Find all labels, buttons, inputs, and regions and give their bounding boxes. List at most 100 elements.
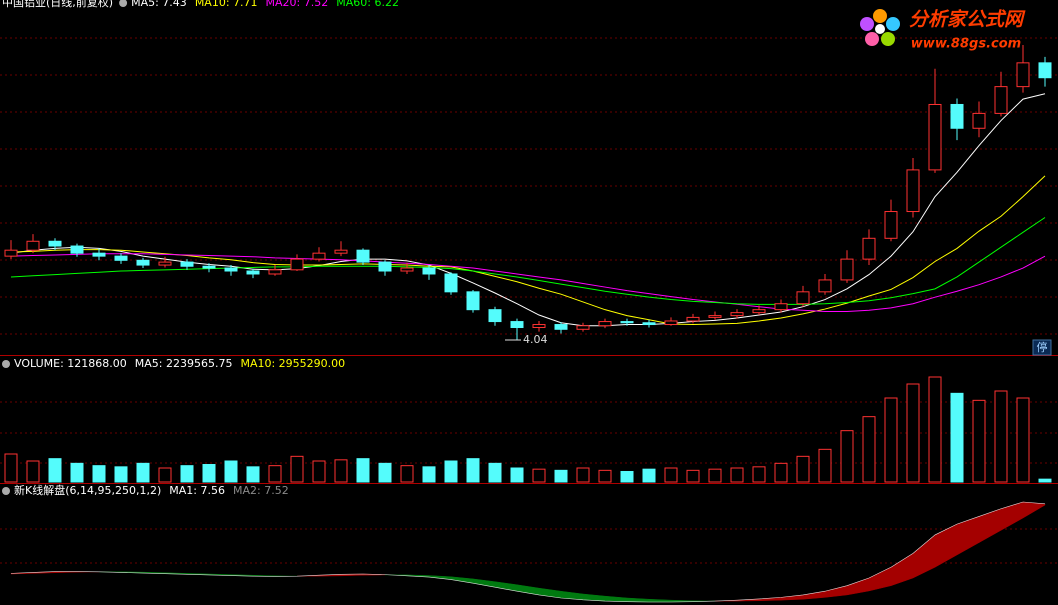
candle-body <box>1016 62 1030 88</box>
candle-body <box>246 270 260 275</box>
volume-bar <box>994 390 1008 483</box>
volume-bar <box>664 467 678 483</box>
logo-petal <box>886 17 900 31</box>
volume-bar <box>356 458 370 483</box>
candle-body <box>1038 62 1052 79</box>
volume-bar <box>224 460 238 483</box>
header-bg <box>0 0 420 9</box>
candle-body <box>818 279 832 293</box>
volume-bar <box>554 469 568 483</box>
candle-body <box>312 252 326 260</box>
candle-body <box>554 324 568 330</box>
indicator-label: MA10: 2955290.00 <box>240 357 345 370</box>
candle-body <box>356 249 370 263</box>
volume-bar <box>26 460 40 483</box>
volume-bar <box>642 468 656 483</box>
ma-line <box>10 253 1046 312</box>
candle-body <box>752 309 766 314</box>
watermark-url: www.88gs.com <box>911 37 1021 52</box>
watermark: 分析家公式网 www.88gs.com <box>860 9 1026 52</box>
candle-body <box>708 315 722 318</box>
settings-icon <box>2 360 10 368</box>
candle-body <box>334 249 348 254</box>
candle-body <box>400 267 414 272</box>
volume-bar <box>92 465 106 483</box>
volume-bar <box>48 458 62 483</box>
volume-bar <box>510 467 524 483</box>
indicator-label: MA5: 7.43 <box>131 0 187 9</box>
candle-body <box>576 325 590 330</box>
candle-body <box>224 267 238 272</box>
settings-icon <box>119 0 128 7</box>
candle-body <box>598 321 612 327</box>
volume-bar <box>334 459 348 483</box>
volume-bar <box>4 453 18 483</box>
candle-body <box>488 309 502 323</box>
volume-bar <box>796 455 810 483</box>
candle-body <box>510 321 524 329</box>
candle-body <box>268 269 282 275</box>
candle-body <box>994 86 1008 114</box>
candle-body <box>664 320 678 326</box>
indicator-label: MA5: 2239565.75 <box>135 357 233 370</box>
volume-bar <box>246 466 260 483</box>
candle-body <box>180 261 194 267</box>
candle-body <box>906 169 920 213</box>
candle-body <box>796 291 810 305</box>
candle-body <box>202 265 216 269</box>
volume-bar <box>884 397 898 483</box>
candle-body <box>92 252 106 257</box>
low-annotation: 4.04 <box>523 333 548 346</box>
indicator-label: MA1: 7.56 <box>169 484 225 497</box>
volume-bar <box>950 392 964 483</box>
candle-body <box>972 112 986 129</box>
logo-petal <box>873 9 887 23</box>
indicator-label: 新K线解盘(6,14,95,250,1,2) <box>14 483 161 497</box>
candle-body <box>290 258 304 271</box>
volume-bar <box>972 399 986 483</box>
stop-button-label[interactable]: 停 <box>1037 340 1048 354</box>
volume-bar <box>136 462 150 483</box>
indicator-line <box>10 501 1046 603</box>
pane-title: 中国铝业(日线,前复权) <box>2 0 113 9</box>
candle-body <box>686 316 700 322</box>
volume-bar <box>906 383 920 483</box>
volume-bar <box>422 466 436 483</box>
volume-bar <box>268 465 282 483</box>
candle-body <box>928 103 942 171</box>
volume-bar <box>598 469 612 483</box>
volume-bar <box>774 462 788 483</box>
candle-body <box>158 261 172 266</box>
candle-body <box>884 211 898 239</box>
candle-body <box>620 321 634 324</box>
volume-bar <box>70 462 84 483</box>
candle-body <box>114 255 128 261</box>
candle-body <box>862 237 876 260</box>
indicator-label: MA10: 7.71 <box>195 0 258 9</box>
stop-button[interactable] <box>1032 339 1052 356</box>
volume-bar <box>576 467 590 483</box>
logo-petal <box>865 32 879 46</box>
volume-bar <box>444 460 458 483</box>
candle-body <box>4 249 18 257</box>
ma-line <box>10 217 1046 305</box>
candle-body <box>466 291 480 311</box>
volume-bar <box>202 464 216 483</box>
indicator-label: MA20: 7.52 <box>266 0 329 9</box>
volume-bar <box>928 376 942 483</box>
volume-bar <box>862 416 876 483</box>
logo-center <box>875 24 885 34</box>
volume-bar <box>290 455 304 483</box>
candle-body <box>730 312 744 317</box>
candle-body <box>774 303 788 311</box>
volume-bar <box>488 462 502 483</box>
volume-bar <box>840 430 854 483</box>
candle-body <box>950 103 964 129</box>
candle-body <box>642 322 656 326</box>
grid <box>0 37 1058 564</box>
volume-bar <box>620 471 634 483</box>
volume-bar <box>312 460 326 483</box>
volume-bar <box>180 465 194 483</box>
